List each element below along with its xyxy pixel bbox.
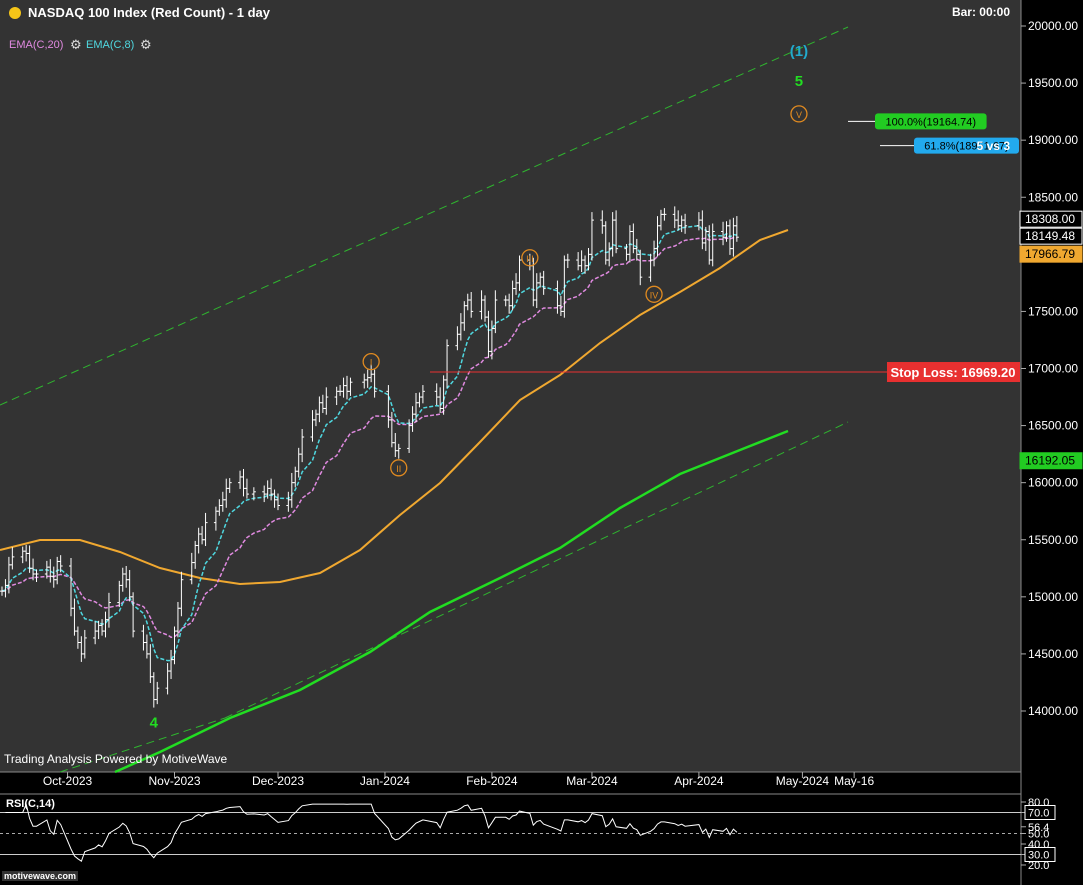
price-label-badge	[1019, 227, 1083, 245]
x-tick-label: May-2024	[776, 774, 830, 788]
y-tick-label: 17000.00	[1028, 362, 1078, 376]
rsi-level-badge	[1024, 805, 1056, 820]
wave-label-circle	[362, 352, 380, 371]
long-moving-average	[114, 429, 789, 774]
x-tick-label: Jan-2024	[360, 774, 410, 788]
y-tick-label: 19000.00	[1028, 133, 1078, 147]
wave-label-circle	[521, 249, 539, 267]
x-tick-label: Nov-2023	[148, 774, 200, 788]
rsi-title[interactable]: RSI(C,14)	[6, 798, 55, 810]
y-tick-label: 20000.00	[1028, 19, 1078, 33]
price-label: 18149.48	[1025, 229, 1075, 243]
x-tick-label: Oct-2023	[43, 774, 93, 788]
fib-target-label: 61.8%(18951.67)	[924, 141, 1008, 153]
rsi-pane	[0, 794, 1021, 870]
bar-timer: Bar: 00:00	[951, 5, 1010, 19]
rsi-level-badge	[1024, 847, 1056, 862]
x-tick-label: Mar-2024	[566, 774, 618, 788]
x-tick-label: Feb-2024	[466, 774, 518, 788]
wave-label: (1)	[790, 43, 808, 60]
rsi-tick-label: 30.0	[1028, 850, 1049, 862]
y-tick-label: 15000.00	[1028, 590, 1078, 604]
gear-icon[interactable]: ⚙	[70, 37, 82, 52]
stop-loss-badge[interactable]	[887, 362, 1020, 383]
rsi-tick-label: 50.0	[1028, 829, 1049, 841]
study-ema8-label[interactable]: EMA(C,8)	[86, 39, 135, 51]
rsi-tick-label: 70.0	[1028, 808, 1049, 820]
stop-loss-label: Stop Loss: 16969.20	[890, 365, 1015, 380]
x-tick-label: May-16	[834, 774, 874, 788]
wave-label: 5	[795, 73, 803, 90]
rsi-tick-label: 20.0	[1028, 860, 1049, 872]
y-tick-label: 14500.00	[1028, 647, 1078, 661]
orange-moving-average	[0, 229, 789, 586]
channel-lower-line	[224, 421, 849, 719]
y-tick-label: 15500.00	[1028, 533, 1078, 547]
status-dot-icon[interactable]	[9, 7, 21, 19]
chart-title: NASDAQ 100 Index (Red Count) - 1 day	[28, 5, 270, 20]
study-ema20-label[interactable]: EMA(C,20)	[9, 39, 64, 51]
wave-note: 5 vs 3	[977, 139, 1011, 153]
credit-text: Trading Analysis Powered by MotiveWave	[4, 752, 228, 766]
price-label: 17966.79	[1025, 247, 1075, 261]
rsi-line	[5, 802, 738, 862]
rsi-tick-label: 56.4	[1028, 822, 1049, 834]
ema20-line	[1, 236, 737, 639]
y-tick-label: 18500.00	[1028, 190, 1078, 204]
price-label: 16192.05	[1025, 454, 1075, 468]
wave-label-circle	[390, 459, 408, 477]
fib-target-label: 100.0%(19164.74)	[886, 116, 977, 128]
price-pane	[0, 0, 1021, 772]
gear-icon[interactable]: ⚙	[140, 37, 152, 52]
x-tick-label: Dec-2023	[252, 774, 304, 788]
chart-header: NASDAQ 100 Index (Red Count) - 1 day Bar…	[0, 0, 1083, 26]
wave-label: III	[526, 254, 534, 264]
y-tick-label: 16000.00	[1028, 476, 1078, 490]
price-label-badge	[1019, 245, 1083, 263]
wave-label-circle	[645, 285, 663, 303]
wave-label-circle	[790, 105, 808, 123]
channel-upper-line	[0, 26, 849, 406]
motivewave-logo: motivewave.com	[2, 871, 79, 881]
price-label: 18308.00	[1025, 212, 1075, 226]
channel-lower-line	[59, 717, 226, 773]
wave-label: IV	[650, 290, 659, 300]
price-label-badge	[1019, 210, 1083, 228]
y-tick-label: 16500.00	[1028, 419, 1078, 433]
price-label-badge	[1019, 452, 1083, 470]
fib-target-badge[interactable]	[875, 113, 987, 130]
y-tick-label: 19500.00	[1028, 76, 1078, 90]
x-tick-label: Apr-2024	[674, 774, 724, 788]
y-tick-label: 17500.00	[1028, 304, 1078, 318]
wave-label: II	[396, 464, 401, 474]
ema8-line	[1, 224, 738, 662]
fib-target-badge[interactable]	[914, 137, 1019, 154]
wave-label: I	[370, 358, 373, 368]
y-tick-label: 14000.00	[1028, 704, 1078, 718]
wave-label: V	[796, 110, 802, 120]
wave-label: 4	[150, 714, 159, 731]
